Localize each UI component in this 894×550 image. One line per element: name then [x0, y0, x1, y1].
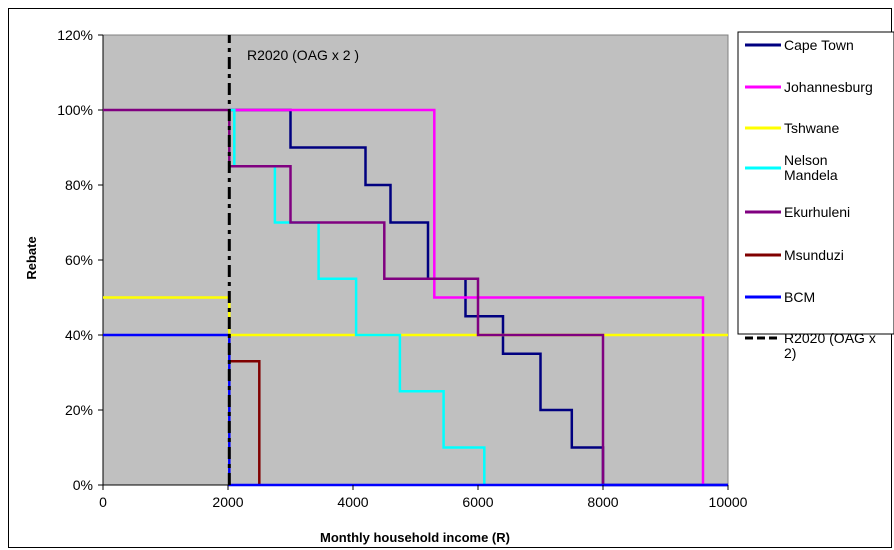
- y-axis-ticks: 0% 20% 40% 60% 80% 100% 120%: [57, 27, 103, 493]
- y-axis-title: Rebate: [24, 236, 39, 279]
- series-line-bcm: [103, 333, 728, 487]
- x-tick-label: 0: [99, 494, 107, 510]
- y-tick-label: 60%: [65, 252, 93, 268]
- x-tick-label: 6000: [462, 494, 493, 510]
- legend-label: Ekurhuleni: [784, 204, 850, 220]
- annotation-group: R2020 (OAG x 2 ): [247, 47, 359, 63]
- x-tick-label: 10000: [709, 494, 748, 510]
- legend-label: R2020 (OAG x 2): [784, 330, 876, 361]
- x-axis-title: Monthly household income (R): [320, 530, 510, 545]
- y-tick-label: 80%: [65, 177, 93, 193]
- legend-label: Msunduzi: [784, 247, 844, 263]
- y-tick-label: 0%: [73, 477, 93, 493]
- x-tick-label: 8000: [587, 494, 618, 510]
- y-tick-label: 40%: [65, 327, 93, 343]
- series-line-johannesburg: [229, 108, 705, 485]
- legend-label: Nelson Mandela: [784, 152, 838, 183]
- legend-label: Cape Town: [784, 37, 854, 53]
- legend-box: [737, 31, 894, 335]
- series-line-ekurhuleni: [103, 108, 605, 485]
- y-tick-label: 100%: [57, 102, 93, 118]
- x-tick-label: 4000: [337, 494, 368, 510]
- x-axis-ticks: 0 2000 4000 6000 8000 10000: [99, 485, 748, 510]
- series-line-msunduzi: [229, 360, 261, 485]
- y-tick-label: 20%: [65, 402, 93, 418]
- y-tick-label: 120%: [57, 27, 93, 43]
- plot-background: [102, 34, 729, 486]
- plot-area: [102, 34, 729, 487]
- x-tick-label: 2000: [212, 494, 243, 510]
- legend-label: Johannesburg: [784, 79, 873, 95]
- legend-label: Tshwane: [784, 120, 839, 136]
- r2020-annotation: R2020 (OAG x 2 ): [247, 47, 359, 63]
- legend: Cape Town Johannesburg Tshwane Nelson Mandel…: [737, 31, 894, 361]
- legend-label: BCM: [784, 289, 815, 305]
